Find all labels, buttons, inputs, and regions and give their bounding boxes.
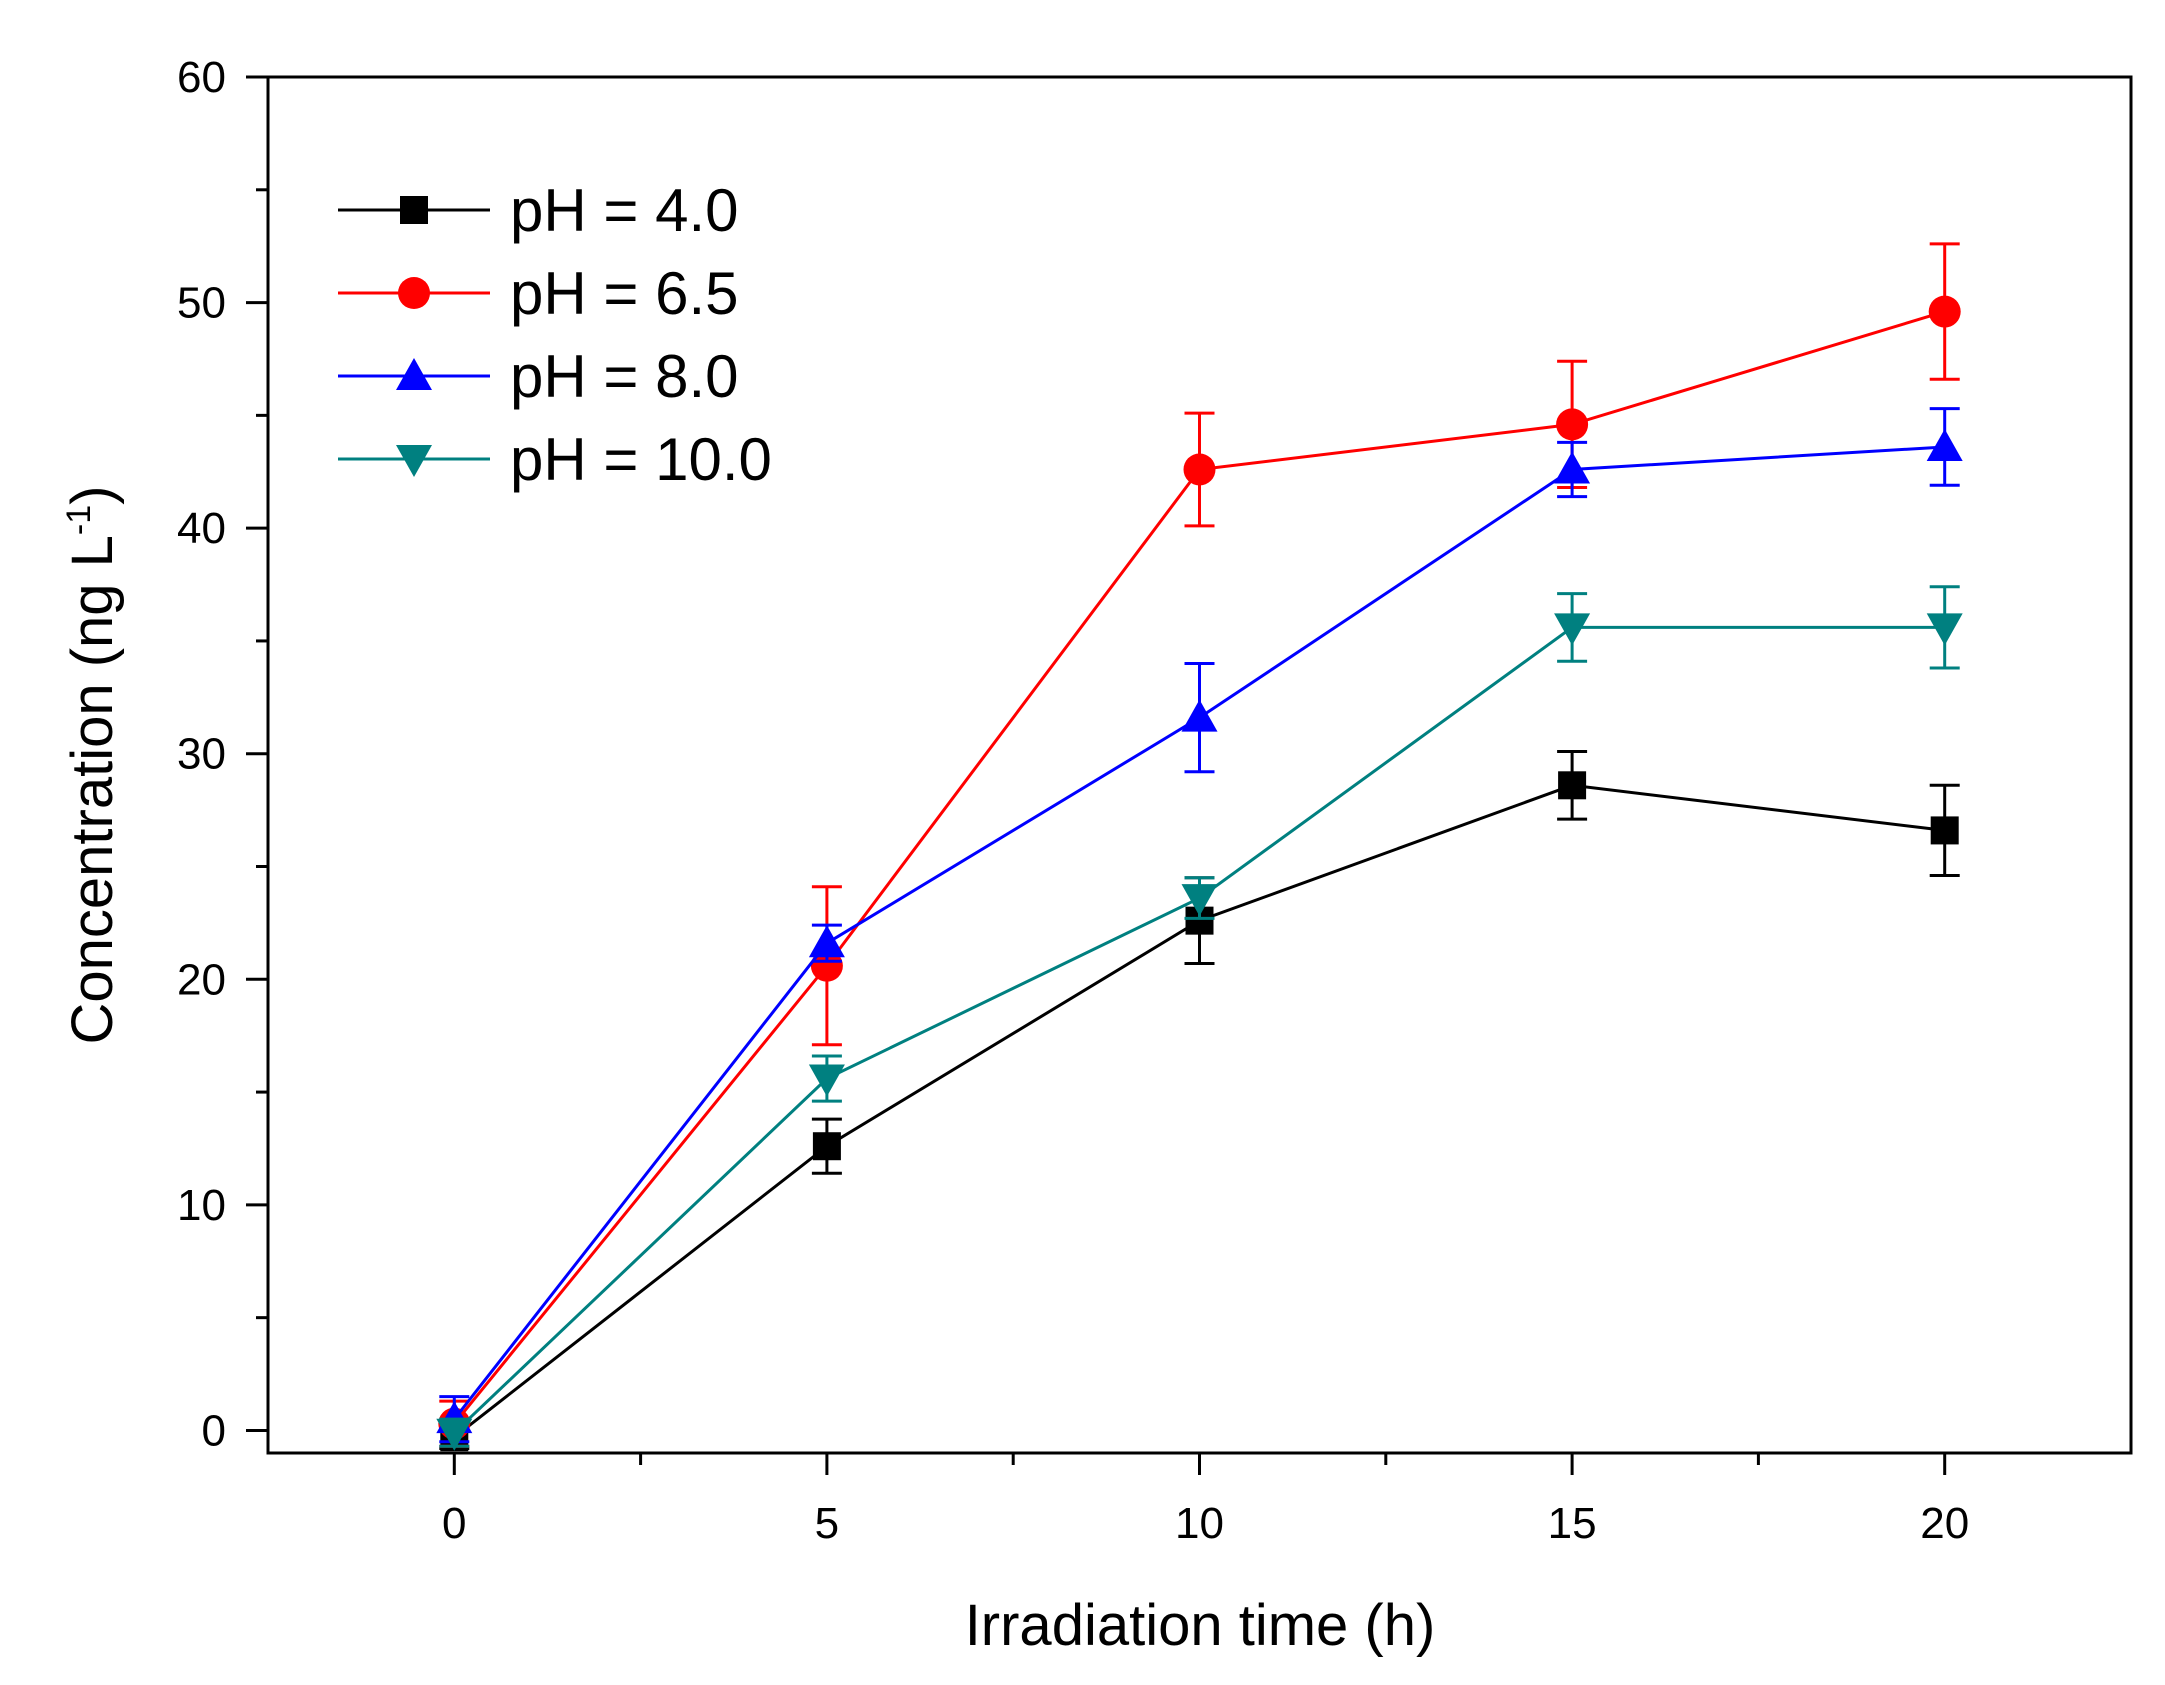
legend-item: pH = 6.5	[338, 260, 739, 327]
data-point	[808, 1064, 845, 1097]
legend-item: pH = 4.0	[338, 177, 739, 244]
y-axis-title: Concentration (ng L-1)	[60, 486, 125, 1045]
data-point	[1558, 771, 1587, 800]
data-point	[808, 925, 845, 958]
legend-item: pH = 8.0	[338, 343, 739, 410]
data-point	[1930, 816, 1959, 845]
data-point	[810, 949, 843, 982]
x-tick-label: 0	[442, 1499, 466, 1548]
data-point	[1926, 613, 1963, 646]
data-point	[1181, 699, 1218, 732]
data-point	[436, 1418, 473, 1451]
data-point	[1554, 451, 1591, 484]
series-1	[439, 749, 1960, 1452]
series-4	[436, 585, 1963, 1451]
data-point	[1928, 295, 1961, 328]
data-point	[1183, 453, 1216, 486]
data-point	[1181, 884, 1218, 917]
x-tick-label: 20	[1920, 1499, 1969, 1548]
data-point	[1556, 408, 1589, 441]
y-tick-label: 60	[177, 53, 226, 102]
data-point	[812, 1132, 841, 1161]
y-tick-label: 40	[177, 504, 226, 553]
y-tick-label: 50	[177, 279, 226, 328]
data-point	[1554, 613, 1591, 646]
x-tick-label: 15	[1548, 1499, 1597, 1548]
x-tick-label: 5	[815, 1499, 839, 1548]
y-axis-ticks: 0 10 20 30 40 50 60	[177, 53, 268, 1455]
legend-label: pH = 8.0	[510, 343, 739, 410]
y-axis-title-suffix: )	[60, 486, 125, 505]
legend-marker	[396, 445, 432, 477]
legend-label: pH = 4.0	[510, 177, 739, 244]
y-axis-title-main: Concentration (ng L	[60, 535, 125, 1044]
legend-label: pH = 6.5	[510, 260, 739, 327]
legend: pH = 4.0 pH = 6.5 pH = 8.0 pH = 10.0	[338, 177, 772, 493]
y-tick-label: 0	[202, 1406, 226, 1455]
legend-label: pH = 10.0	[510, 426, 772, 493]
x-axis-title: Irradiation time (h)	[965, 1593, 1436, 1658]
x-tick-label: 10	[1175, 1499, 1224, 1548]
legend-marker	[396, 358, 432, 390]
y-tick-label: 20	[177, 955, 226, 1004]
legend-item: pH = 10.0	[338, 426, 772, 493]
y-axis-title-superscript: -1	[60, 505, 98, 535]
data-point	[1926, 428, 1963, 461]
series-2	[438, 242, 1961, 1448]
x-axis-ticks: 0 5 10 15 20	[442, 1453, 1969, 1548]
series-layer	[436, 242, 1963, 1452]
y-tick-label: 10	[177, 1181, 226, 1230]
legend-marker	[398, 277, 430, 309]
y-tick-label: 30	[177, 730, 226, 779]
legend-marker	[400, 196, 428, 224]
